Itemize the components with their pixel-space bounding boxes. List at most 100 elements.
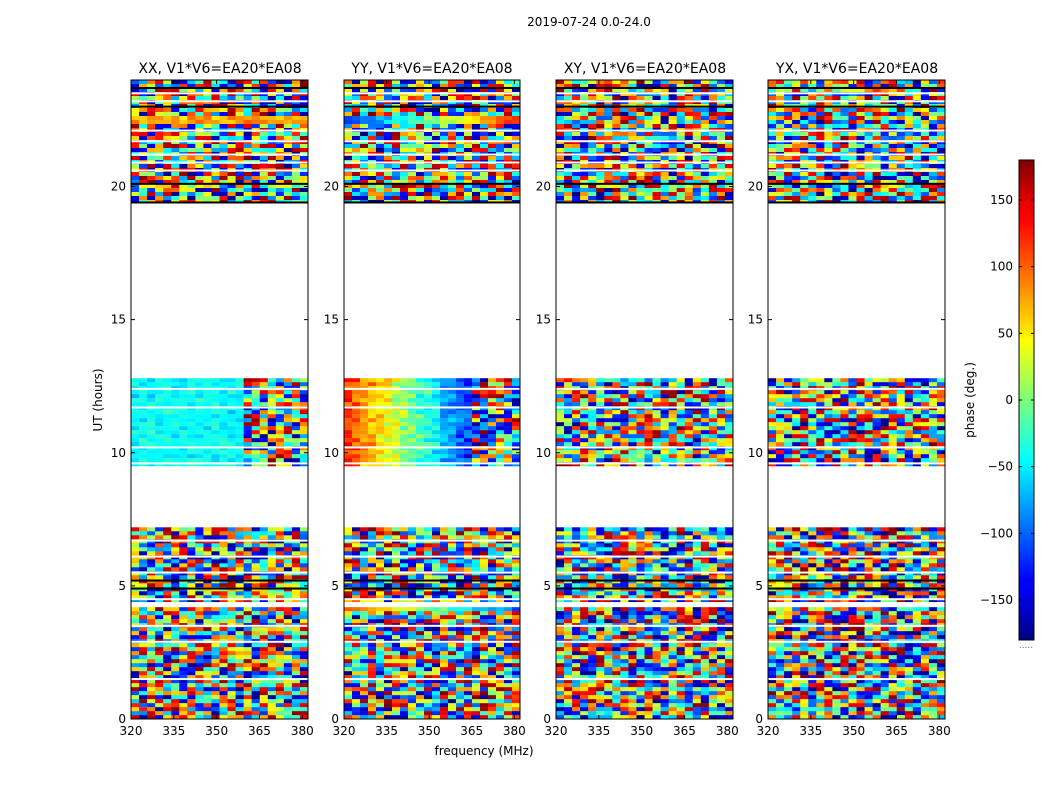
heatmap-cell [344,426,353,431]
heatmap-cell [283,454,293,459]
heatmap-cell [580,691,589,696]
heatmap-cell [384,691,393,696]
heatmap-cell [488,583,497,588]
heatmap-cell [408,527,417,532]
heatmap-cell [227,84,236,89]
heatmap-cell [368,422,377,427]
heatmap-cell [668,607,677,612]
heatmap-cell [275,607,285,612]
heatmap-cell [283,438,293,443]
heatmap-cell [572,647,581,652]
heatmap-cell [299,200,309,203]
heatmap-cell [716,679,726,684]
heatmap-cell [163,707,172,712]
heatmap-cell [163,124,172,129]
heatmap-cell [299,531,309,536]
heatmap-cell [203,450,212,455]
heatmap-cell [131,390,140,395]
heatmap-cell [163,663,172,668]
heatmap-cell [187,454,196,459]
heatmap-cell [155,418,164,423]
heatmap-cell [187,655,196,660]
heatmap-cell [376,711,385,716]
heatmap-cell [352,188,361,193]
heatmap-cell [652,643,661,648]
heatmap-cell [283,607,293,612]
heatmap-cell [219,402,228,407]
heatmap-cell [179,394,188,399]
heatmap-cell [203,430,212,435]
heatmap-cell [243,192,252,197]
heatmap-cell [195,172,204,177]
heatmap-cell [283,659,293,664]
heatmap-cell [251,651,261,656]
heatmap-cell [368,551,377,556]
heatmap-cell [179,619,188,624]
heatmap-cell [480,591,489,596]
heatmap-cell [504,635,513,640]
heatmap-cell [187,434,196,439]
heatmap-cell [392,563,401,568]
heatmap-cell [179,699,188,704]
heatmap-cell [480,132,489,137]
heatmap-cell [147,124,156,129]
heatmap-cell [211,591,220,596]
heatmap-cell [660,643,669,648]
heatmap-cell [259,414,269,419]
heatmap-cell [684,675,694,680]
heatmap-cell [219,715,228,720]
heatmap-cell [203,438,212,443]
heatmap-cell [448,390,457,395]
heatmap-cell [408,172,417,177]
heatmap-cell [716,607,726,612]
heatmap-cell [456,563,465,568]
heatmap-cell [131,559,140,564]
heatmap-cell [700,607,710,612]
heatmap-cell [636,663,645,668]
heatmap-cell [243,164,252,169]
heatmap-cell [384,547,393,552]
heatmap-cell [440,458,449,463]
heatmap-cell [179,188,188,193]
flagged-row [131,201,308,204]
heatmap-cell [644,627,653,632]
heatmap-cell [472,711,481,716]
heatmap-cell [187,414,196,419]
heatmap-cell [187,458,196,463]
heatmap-cell [267,687,277,692]
heatmap-cell [163,120,172,125]
heatmap-cell [504,454,513,459]
heatmap-cell [227,450,236,455]
heatmap-cell [155,563,164,568]
heatmap-cell [556,663,565,668]
heatmap-cell [219,422,228,427]
heatmap-cell [259,164,269,169]
heatmap-cell [179,583,188,588]
heatmap-cell [464,643,473,648]
heatmap-cell [155,651,164,656]
heatmap-cell [424,188,433,193]
heatmap-cell [195,563,204,568]
heatmap-cell [195,156,204,161]
heatmap-cell [267,112,277,117]
heatmap-cell [243,591,252,596]
heatmap-cell [352,430,361,435]
heatmap-cell [291,402,301,407]
heatmap-cell [700,671,710,676]
heatmap-cell [472,575,481,580]
heatmap-cell [724,655,734,660]
heatmap-cell [275,156,285,161]
heatmap-cell [424,559,433,564]
heatmap-cell [416,196,425,201]
heatmap-cell [464,547,473,552]
blank-row [344,598,520,601]
heatmap-cell [440,619,449,624]
heatmap-cell [400,591,409,596]
heatmap-cell [416,631,425,636]
heatmap-cell [219,458,228,463]
heatmap-cell [376,418,385,423]
heatmap-cell [267,631,277,636]
heatmap-cell [408,531,417,536]
heatmap-cell [392,410,401,415]
heatmap-cell [147,611,156,616]
